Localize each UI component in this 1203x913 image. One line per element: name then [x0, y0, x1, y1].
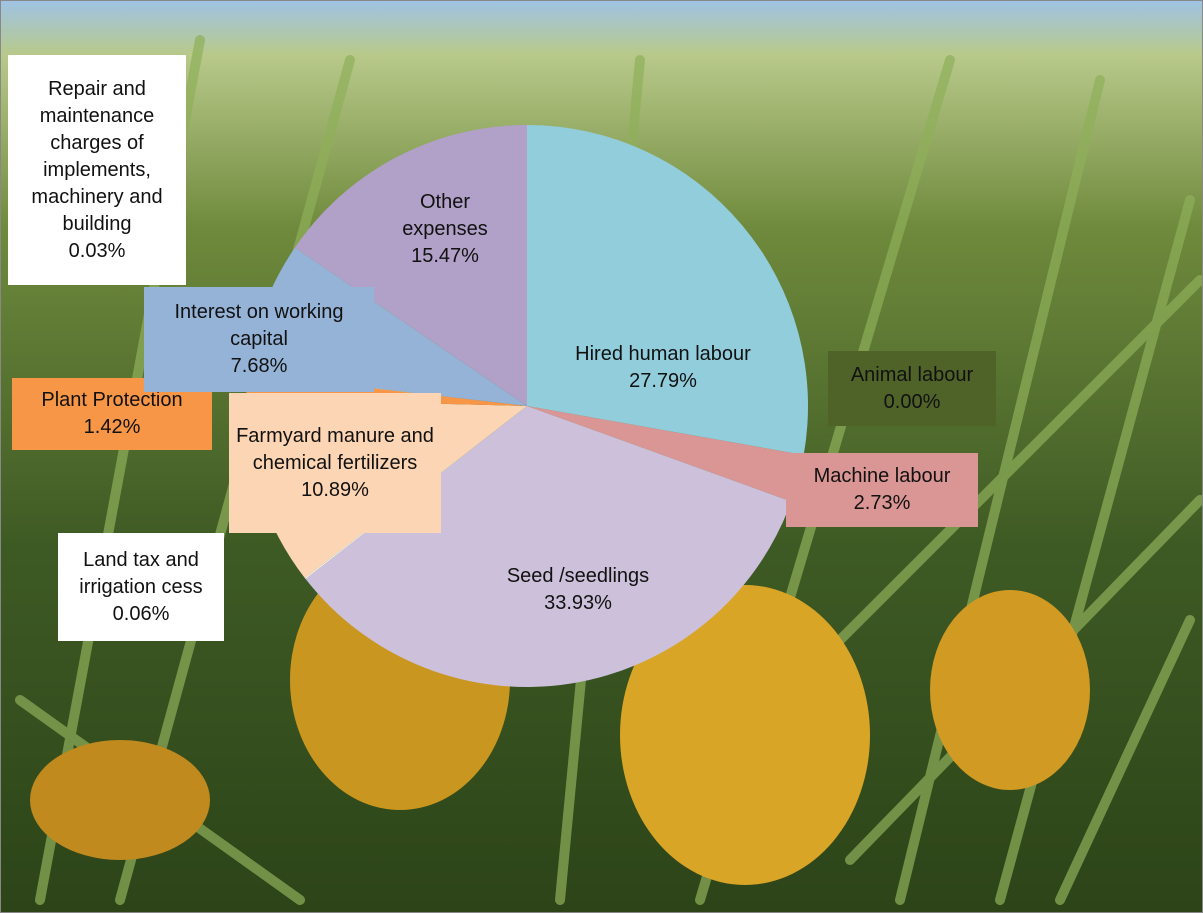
- label-category: Seed /seedlings: [507, 563, 649, 590]
- label-category: Farmyard manure and chemical fertilizers: [235, 423, 435, 477]
- label-value: 7.68%: [231, 353, 288, 380]
- label-value: 2.73%: [854, 490, 911, 517]
- label-value: 33.93%: [544, 590, 612, 617]
- data-label: Farmyard manure and chemical fertilizers…: [229, 393, 441, 533]
- label-category: Repair and maintenance charges of implem…: [14, 76, 180, 238]
- label-value: 15.47%: [411, 243, 479, 270]
- label-category: Animal labour: [851, 362, 973, 389]
- label-value: 0.06%: [113, 601, 170, 628]
- label-category: Other expenses: [393, 189, 497, 243]
- label-value: 27.79%: [629, 368, 697, 395]
- data-label: Repair and maintenance charges of implem…: [8, 55, 186, 285]
- label-category: Hired human labour: [575, 341, 751, 368]
- label-category: Interest on working capital: [150, 299, 368, 353]
- label-category: Machine labour: [814, 463, 951, 490]
- label-value: 10.89%: [301, 477, 369, 504]
- chart: Hired human labour27.79%Animal labour0.0…: [0, 0, 1203, 913]
- label-value: 0.03%: [69, 238, 126, 265]
- label-value: 1.42%: [84, 414, 141, 441]
- label-value: 0.00%: [884, 389, 941, 416]
- label-category: Land tax and irrigation cess: [64, 547, 218, 601]
